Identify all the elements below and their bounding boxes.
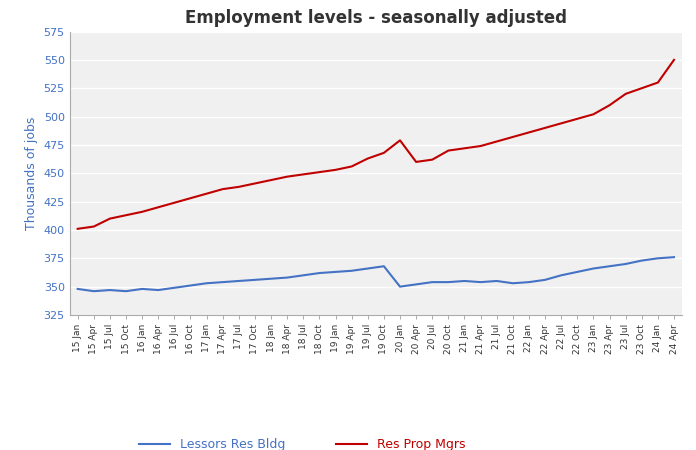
Res Prop Mgrs [251, 181, 259, 186]
Lessors Res Bldg [573, 269, 581, 274]
Res Prop Mgrs [525, 130, 533, 135]
Lessors Res Bldg [331, 269, 340, 274]
Lessors Res Bldg [428, 279, 436, 285]
Res Prop Mgrs [315, 169, 324, 175]
Res Prop Mgrs [638, 86, 646, 91]
Lessors Res Bldg [590, 266, 598, 271]
Lessors Res Bldg [412, 282, 420, 287]
Res Prop Mgrs [380, 150, 388, 156]
Res Prop Mgrs [187, 195, 195, 201]
Lessors Res Bldg [460, 278, 468, 284]
Line: Res Prop Mgrs: Res Prop Mgrs [78, 60, 674, 229]
Res Prop Mgrs [171, 200, 179, 206]
Lessors Res Bldg [283, 275, 292, 280]
Res Prop Mgrs [444, 148, 452, 153]
Res Prop Mgrs [477, 144, 485, 149]
Lessors Res Bldg [203, 280, 211, 286]
Res Prop Mgrs [573, 116, 581, 122]
Lessors Res Bldg [525, 279, 533, 285]
Lessors Res Bldg [267, 276, 275, 281]
Res Prop Mgrs [122, 212, 130, 218]
Y-axis label: Thousands of jobs: Thousands of jobs [25, 117, 38, 230]
Lessors Res Bldg [638, 258, 646, 263]
Lessors Res Bldg [622, 261, 630, 267]
Lessors Res Bldg [122, 288, 130, 294]
Lessors Res Bldg [299, 273, 308, 278]
Lessors Res Bldg [541, 277, 549, 283]
Lessors Res Bldg [670, 254, 678, 260]
Res Prop Mgrs [460, 146, 468, 151]
Lessors Res Bldg [90, 288, 98, 294]
Lessors Res Bldg [444, 279, 452, 285]
Res Prop Mgrs [106, 216, 114, 221]
Res Prop Mgrs [557, 121, 565, 126]
Res Prop Mgrs [347, 164, 356, 169]
Lessors Res Bldg [315, 270, 324, 276]
Res Prop Mgrs [428, 157, 436, 162]
Res Prop Mgrs [74, 226, 82, 231]
Res Prop Mgrs [670, 57, 678, 63]
Lessors Res Bldg [219, 279, 227, 285]
Lessors Res Bldg [347, 268, 356, 274]
Lessors Res Bldg [235, 278, 243, 284]
Res Prop Mgrs [267, 177, 275, 183]
Res Prop Mgrs [363, 156, 372, 161]
Lessors Res Bldg [477, 279, 485, 285]
Res Prop Mgrs [219, 186, 227, 192]
Lessors Res Bldg [138, 286, 146, 292]
Res Prop Mgrs [138, 209, 146, 215]
Lessors Res Bldg [171, 285, 179, 291]
Lessors Res Bldg [654, 256, 662, 261]
Res Prop Mgrs [622, 91, 630, 97]
Res Prop Mgrs [493, 139, 501, 144]
Lessors Res Bldg [106, 288, 114, 293]
Line: Lessors Res Bldg: Lessors Res Bldg [78, 257, 674, 291]
Res Prop Mgrs [283, 174, 292, 180]
Lessors Res Bldg [380, 264, 388, 269]
Res Prop Mgrs [331, 167, 340, 172]
Legend: Lessors Res Bldg, Res Prop Mgrs: Lessors Res Bldg, Res Prop Mgrs [134, 433, 470, 450]
Lessors Res Bldg [493, 278, 501, 284]
Res Prop Mgrs [299, 172, 308, 177]
Res Prop Mgrs [396, 138, 404, 143]
Res Prop Mgrs [203, 191, 211, 196]
Res Prop Mgrs [412, 159, 420, 165]
Res Prop Mgrs [654, 80, 662, 85]
Res Prop Mgrs [541, 125, 549, 130]
Lessors Res Bldg [396, 284, 404, 289]
Lessors Res Bldg [363, 266, 372, 271]
Lessors Res Bldg [557, 273, 565, 278]
Lessors Res Bldg [509, 280, 517, 286]
Lessors Res Bldg [187, 283, 195, 288]
Lessors Res Bldg [606, 264, 614, 269]
Res Prop Mgrs [90, 224, 98, 229]
Res Prop Mgrs [509, 134, 517, 140]
Res Prop Mgrs [154, 205, 162, 210]
Res Prop Mgrs [235, 184, 243, 189]
Lessors Res Bldg [154, 288, 162, 293]
Lessors Res Bldg [251, 277, 259, 283]
Res Prop Mgrs [606, 103, 614, 108]
Lessors Res Bldg [74, 286, 82, 292]
Res Prop Mgrs [590, 112, 598, 117]
Title: Employment levels - seasonally adjusted: Employment levels - seasonally adjusted [185, 9, 567, 27]
